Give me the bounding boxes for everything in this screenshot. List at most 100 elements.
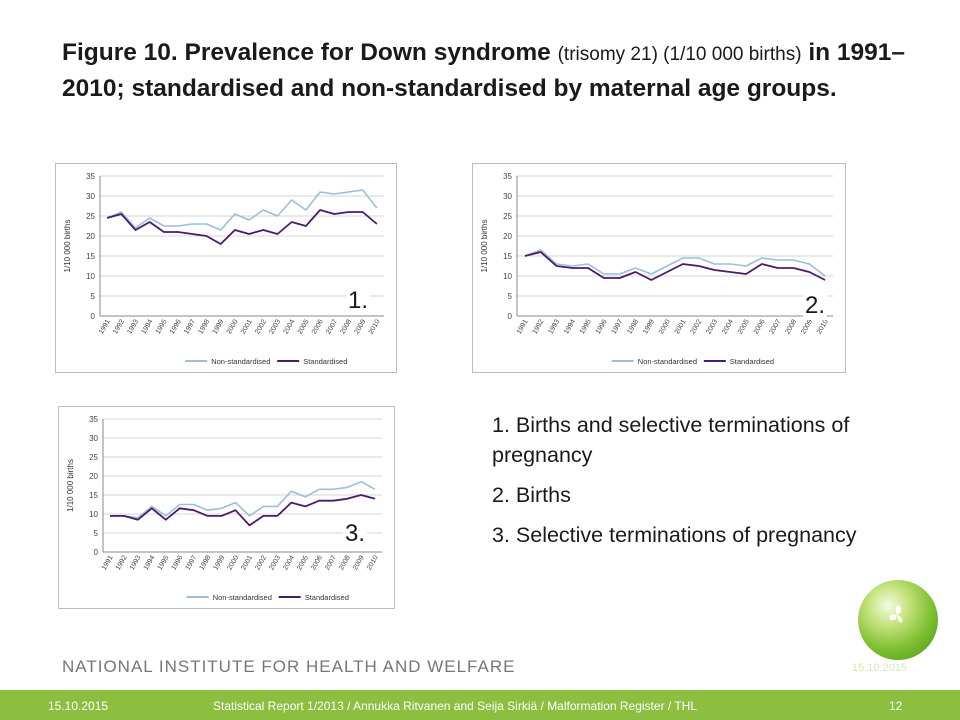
x-tick-label: 1999: [212, 554, 226, 571]
x-tick-label: 1998: [197, 318, 211, 335]
x-tick-label: 1993: [126, 318, 140, 335]
series-line-1: [524, 251, 826, 281]
y-tick-label: 30: [86, 192, 95, 201]
x-tick-label: 1997: [185, 554, 199, 571]
x-tick-label: 2002: [690, 318, 704, 335]
series-line-0: [110, 480, 376, 519]
x-tick-label: 2008: [338, 554, 352, 571]
y-axis-label: 1/10 000 births: [66, 459, 75, 512]
x-tick-label: 2008: [339, 318, 353, 335]
title-part3: in 1991–2010; standardised and non-stand…: [62, 39, 906, 102]
x-tick-label: 2006: [753, 318, 767, 335]
x-tick-label: 1995: [579, 318, 593, 335]
chart-frame-2: 0 5 10 15 20 25 30 35 1/10 000 births 1991 1992 199…: [472, 163, 846, 373]
x-tick-label: 1995: [157, 554, 171, 571]
y-tick-label: 25: [89, 453, 98, 462]
x-tick-label: 2001: [240, 554, 254, 571]
y-tick-label: 20: [503, 232, 512, 241]
x-tick-label: 2003: [268, 318, 282, 335]
series-line-1: [106, 209, 378, 245]
x-tick-label: 1996: [169, 318, 183, 335]
x-tick-label: 2009: [352, 554, 366, 571]
y-tick-label: 5: [91, 292, 96, 301]
x-tick-label: 2004: [283, 318, 297, 335]
y-tick-label: 30: [503, 192, 512, 201]
y-tick-label: 0: [91, 312, 96, 321]
x-tick-label: 2005: [737, 318, 751, 335]
footer-bar: 15.10.2015 Statistical Report 1/2013 / A…: [0, 690, 960, 720]
x-tick-label: 2009: [800, 318, 814, 335]
x-tick-label: 1995: [155, 318, 169, 335]
x-tick-label: 2003: [705, 318, 719, 335]
figure-title: Figure 10. Prevalence for Down syndrome …: [62, 36, 912, 106]
x-tick-label: 2007: [324, 554, 338, 571]
x-tick-label: 2002: [254, 554, 268, 571]
y-tick-label: 25: [503, 212, 512, 221]
x-tick-label: 1998: [199, 554, 213, 571]
x-tick-label: 1993: [129, 554, 143, 571]
footer-page: 12: [889, 699, 903, 713]
x-tick-label: 1991: [101, 554, 115, 571]
y-axis-label: 1/10 000 births: [480, 220, 489, 273]
x-tick-label: 1991: [516, 318, 530, 335]
y-tick-label: 20: [86, 232, 95, 241]
x-tick-label: 1993: [547, 318, 561, 335]
y-tick-label: 10: [503, 272, 512, 281]
panel-label-3: 3.: [343, 520, 368, 548]
y-tick-label: 10: [89, 510, 98, 519]
x-tick-label: 2000: [226, 554, 240, 571]
x-tick-label: 2004: [721, 318, 735, 335]
x-tick-label: 1999: [212, 318, 226, 335]
ghost-date: 15.10.2015: [852, 662, 908, 674]
note-3: 3. Selective terminations of pregnancy: [492, 523, 857, 547]
x-tick-label: 1992: [115, 554, 129, 571]
legend-label-0: Non-standardised: [213, 593, 272, 602]
x-tick-label: 2001: [240, 318, 254, 335]
x-tick-label: 1996: [171, 554, 185, 571]
x-tick-label: 2006: [310, 554, 324, 571]
y-tick-label: 20: [89, 472, 98, 481]
x-tick-label: 2000: [658, 318, 672, 335]
legend-label-1: Standardised: [730, 357, 774, 366]
y-tick-label: 0: [94, 548, 99, 557]
figure-notes: 1. Births and selective terminations of …: [492, 410, 932, 560]
x-tick-label: 2001: [674, 318, 688, 335]
leaf-icon: [889, 605, 903, 623]
x-tick-label: 1994: [141, 318, 155, 335]
x-tick-label: 2010: [816, 318, 830, 335]
note-1: 1. Births and selective terminations of …: [492, 413, 850, 467]
x-tick-label: 2002: [254, 318, 268, 335]
x-tick-label: 2000: [226, 318, 240, 335]
chart-frame-3: 0 5 10 15 20 25 30 35 1/10 000 births 1991 1992 199…: [58, 406, 395, 609]
y-tick-label: 25: [86, 212, 95, 221]
title-part1: Figure 10. Prevalence for Down syndrome: [62, 39, 551, 66]
x-tick-label: 1997: [183, 318, 197, 335]
chart-frame-1: 0 5 10 15 20 25 30 35 1/10 000 births 1991 1992 199…: [55, 163, 397, 373]
y-tick-label: 35: [89, 415, 98, 424]
x-tick-label: 1997: [611, 318, 625, 335]
x-tick-label: 1992: [532, 318, 546, 335]
legend-label-1: Standardised: [305, 593, 349, 602]
x-tick-label: 1994: [143, 554, 157, 571]
panel-label-1: 1.: [346, 287, 371, 315]
series-line-0: [524, 249, 826, 277]
x-tick-label: 2004: [282, 554, 296, 571]
legend-label-0: Non-standardised: [211, 357, 270, 366]
footer-citation: Statistical Report 1/2013 / Annukka Ritv…: [213, 699, 698, 713]
x-tick-label: 2008: [784, 318, 798, 335]
y-tick-label: 5: [508, 292, 513, 301]
legend-label-0: Non-standardised: [638, 357, 697, 366]
series-line-1: [110, 494, 376, 527]
x-tick-label: 1998: [626, 318, 640, 335]
x-tick-label: 2007: [769, 318, 783, 335]
x-tick-label: 2005: [297, 318, 311, 335]
footer-date: 15.10.2015: [48, 699, 109, 713]
x-tick-label: 1996: [595, 318, 609, 335]
y-tick-label: 15: [89, 491, 98, 500]
x-tick-label: 2010: [368, 318, 382, 335]
organization-name: NATIONAL INSTITUTE FOR HEALTH AND WELFAR…: [62, 657, 516, 676]
x-tick-label: 2006: [311, 318, 325, 335]
